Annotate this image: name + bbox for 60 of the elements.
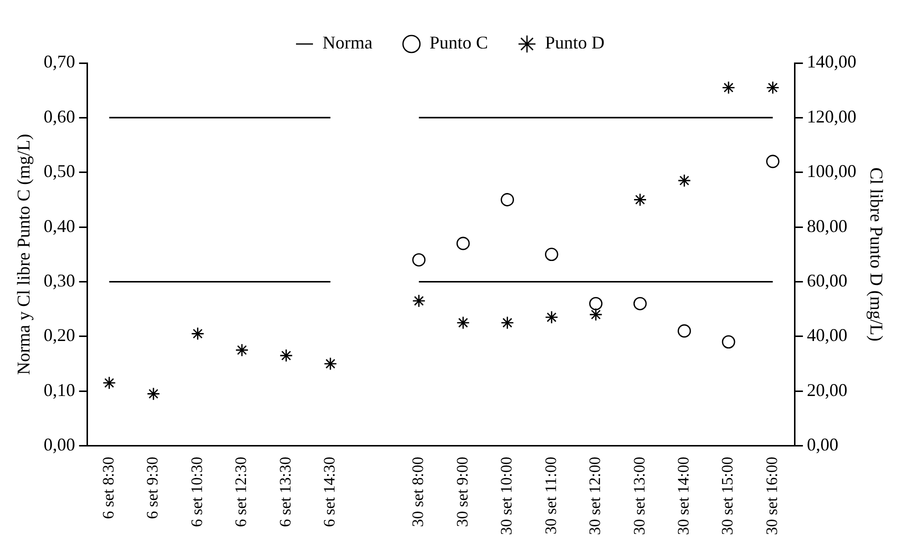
point bbox=[456, 236, 470, 250]
point bbox=[722, 335, 736, 349]
x-tick-label: 6 set 12:30 bbox=[233, 456, 250, 527]
y-axis-title: Norma y Cl libre Punto C (mg/L) bbox=[14, 134, 34, 375]
y-tick-label: 0,60 bbox=[44, 106, 76, 126]
y-tick-label: 0,40 bbox=[44, 216, 76, 236]
point bbox=[633, 296, 647, 310]
legend-label: Norma bbox=[322, 32, 372, 53]
point bbox=[766, 80, 780, 94]
x-tick-label: 30 set 14:00 bbox=[676, 456, 693, 535]
point bbox=[191, 327, 204, 340]
y2-tick-label: 80,00 bbox=[806, 216, 848, 236]
x-tick-label: 30 set 13:00 bbox=[631, 456, 648, 535]
x-tick-label: 30 set 16:00 bbox=[764, 456, 781, 535]
y-tick-label: 0,70 bbox=[44, 52, 76, 72]
y-tick-label: 0,10 bbox=[44, 380, 76, 400]
y2-tick-label: 140,00 bbox=[806, 52, 856, 72]
x-tick-label: 30 set 9:00 bbox=[454, 456, 472, 527]
point bbox=[280, 348, 293, 362]
x-tick-label: 30 set 10:00 bbox=[498, 456, 516, 535]
x-tick-label: 6 set 9:30 bbox=[144, 456, 162, 519]
y2-tick-label: 60,00 bbox=[806, 270, 848, 290]
point bbox=[102, 376, 116, 390]
point bbox=[544, 310, 558, 324]
y2-axis-title: Cl libre Punto D (mg/L) bbox=[866, 167, 886, 342]
y2-tick-label: 100,00 bbox=[806, 161, 856, 182]
point bbox=[324, 357, 338, 370]
y-tick-label: 0,20 bbox=[44, 325, 76, 346]
point bbox=[722, 80, 736, 94]
point bbox=[412, 294, 426, 308]
y-tick-label: 0,30 bbox=[44, 270, 76, 290]
point bbox=[456, 316, 470, 330]
x-tick-label: 30 set 15:00 bbox=[720, 456, 737, 535]
point bbox=[412, 253, 426, 267]
point bbox=[589, 308, 602, 322]
point bbox=[678, 174, 691, 188]
point bbox=[589, 296, 602, 310]
x-tick-label: 6 set 13:30 bbox=[277, 456, 294, 527]
y-tick-label: 0,50 bbox=[44, 161, 76, 182]
x-tick-label: 6 set 10:30 bbox=[188, 456, 206, 527]
y-tick-label: 0,00 bbox=[44, 434, 76, 455]
x-tick-label: 30 set 11:00 bbox=[542, 456, 560, 534]
point bbox=[235, 343, 249, 357]
x-tick-label: 30 set 8:00 bbox=[410, 456, 428, 527]
y2-tick-label: 120,00 bbox=[806, 106, 856, 126]
point bbox=[500, 316, 514, 330]
point bbox=[633, 193, 647, 206]
point bbox=[766, 154, 780, 168]
x-tick-label: 6 set 14:30 bbox=[322, 456, 339, 527]
y2-tick-label: 40,00 bbox=[806, 325, 848, 346]
y2-tick-label: 0,00 bbox=[806, 434, 838, 455]
point bbox=[146, 387, 160, 400]
y2-tick-label: 20,00 bbox=[806, 380, 848, 400]
point bbox=[678, 324, 691, 338]
point bbox=[544, 248, 558, 262]
legend-label: Punto C bbox=[429, 32, 488, 53]
point bbox=[500, 193, 514, 206]
x-tick-label: 30 set 12:00 bbox=[587, 456, 604, 535]
x-tick-label: 6 set 8:30 bbox=[100, 456, 118, 519]
legend-label: Punto D bbox=[544, 32, 605, 53]
